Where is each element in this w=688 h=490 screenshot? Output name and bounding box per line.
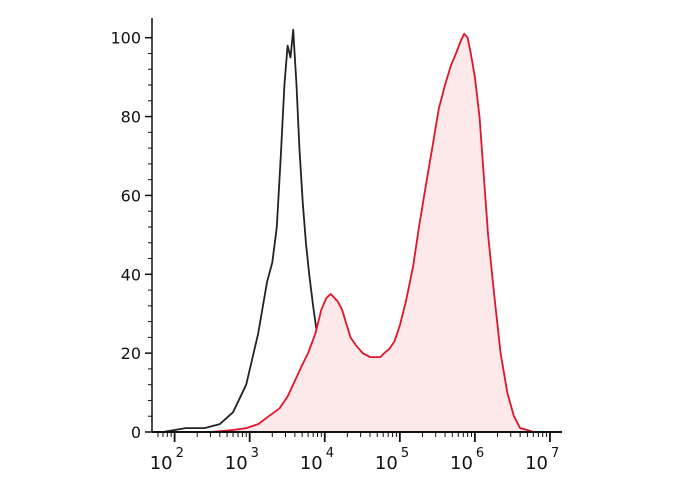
x-tick-label: 10 4 [300, 446, 334, 474]
x-tick-base: 10 [375, 453, 398, 474]
x-tick-label: 10 2 [150, 446, 184, 474]
x-tick-base: 10 [450, 453, 473, 474]
series-1-area [210, 33, 534, 433]
y-tick-label: 0 [131, 423, 141, 442]
axes-layer [151, 18, 562, 433]
x-tick-exponent: 3 [251, 446, 259, 461]
x-tick-exponent: 6 [476, 446, 484, 461]
x-tick-base: 10 [300, 453, 323, 474]
x-tick-base: 10 [150, 453, 173, 474]
x-tick-label: 10 5 [375, 446, 409, 474]
y-tick-label: 20 [121, 344, 141, 363]
y-tick-label: 80 [121, 108, 141, 127]
x-tick-exponent: 5 [401, 446, 409, 461]
y-ticks: 0 20 40 60 80 100 [110, 29, 152, 442]
x-tick-exponent: 2 [176, 446, 184, 461]
x-ticks: 10 2 10 3 10 4 10 5 10 6 10 7 [150, 432, 559, 474]
x-tick-base: 10 [525, 453, 548, 474]
series-layer [162, 28, 534, 433]
y-tick-label: 40 [121, 265, 141, 284]
x-tick-exponent: 4 [326, 446, 334, 461]
x-tick-label: 10 3 [225, 446, 259, 474]
series-1-line [210, 32, 534, 433]
x-tick-label: 10 6 [450, 446, 484, 474]
y-tick-label: 60 [121, 186, 141, 205]
x-tick-exponent: 7 [551, 446, 559, 461]
x-tick-base: 10 [225, 453, 248, 474]
y-tick-label: 100 [110, 29, 141, 48]
x-tick-label: 10 7 [525, 446, 559, 474]
